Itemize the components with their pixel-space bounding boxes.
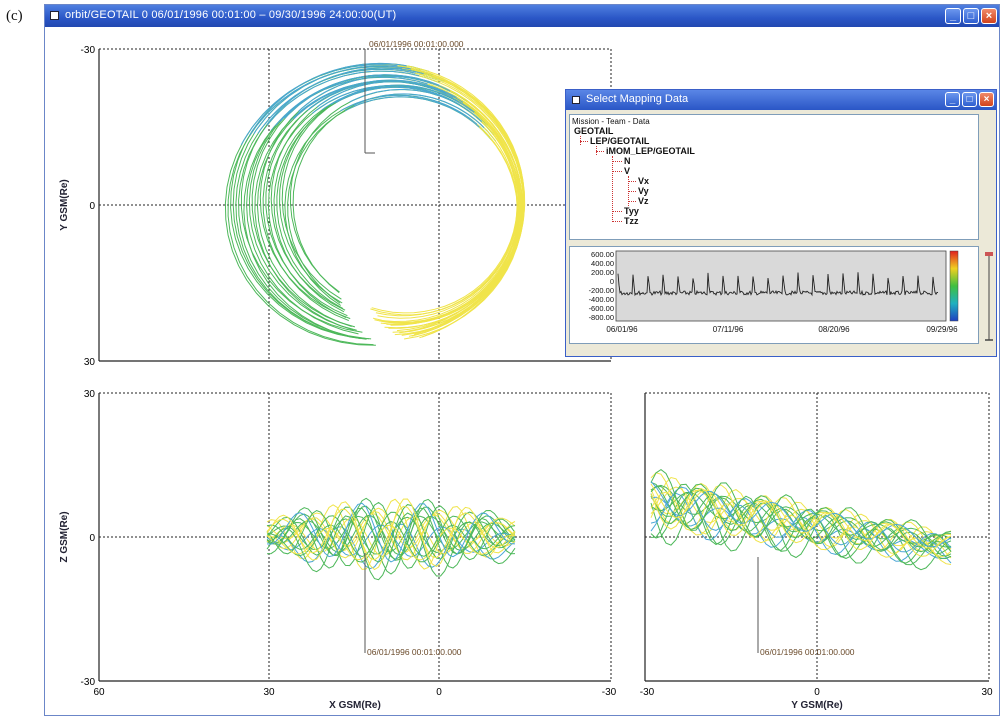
slider-handle-top[interactable] (985, 252, 993, 256)
yz-xlabel: Y GSM(Re) (791, 700, 843, 711)
tree-connector (612, 161, 622, 162)
dialog-minimize-button[interactable]: _ (945, 92, 960, 107)
dialog-title-bar[interactable]: Select Mapping Data _ □ × (566, 90, 996, 110)
yz-annotation: 06/01/1996 00:01:00.000 (760, 647, 855, 657)
yz-xtick: 30 (981, 687, 993, 698)
orbit-trace (373, 116, 518, 322)
tree-item-tzz[interactable]: Tzz (624, 216, 639, 226)
xz-orbit-traces (267, 498, 515, 579)
mini-ytick: 0 (610, 277, 614, 286)
xz-ytick: 30 (84, 389, 96, 400)
orbit-trace (395, 86, 522, 335)
tree-connector (612, 156, 613, 222)
orbit-trace (391, 83, 521, 325)
xz-xtick: 60 (93, 687, 105, 698)
tree-connector (580, 141, 588, 142)
xz-xtick: -30 (602, 687, 617, 698)
tree-connector (628, 201, 636, 202)
mini-plot-area (616, 251, 946, 321)
orbit-trace (271, 82, 478, 310)
tree-item-vx[interactable]: Vx (638, 176, 649, 186)
yz-xtick: -30 (640, 687, 655, 698)
xy-annotation: 06/01/1996 00:01:00.000 (369, 39, 464, 49)
xy-ylabel: Y GSM(Re) (59, 179, 70, 231)
mini-ytick: -600.00 (589, 304, 614, 313)
orbit-trace (280, 85, 486, 303)
dialog-maximize-button[interactable]: □ (962, 92, 977, 107)
mini-xtick: 08/20/96 (818, 325, 850, 334)
tree-item-v[interactable]: V (624, 166, 630, 176)
tree-node-dataset[interactable]: iMOM_LEP/GEOTAIL (606, 146, 695, 156)
yz-xtick: 0 (814, 687, 820, 698)
yz-orbit-traces (651, 470, 951, 570)
tree-connector (628, 181, 636, 182)
xz-ylabel: Z GSM(Re) (59, 511, 70, 562)
orbit-trace (285, 95, 490, 305)
tree-connector (612, 211, 622, 212)
orbit-trace (269, 86, 476, 318)
orbit-trace (398, 72, 524, 336)
mini-ytick: 200.00 (591, 268, 614, 277)
mini-ytick: -200.00 (589, 286, 614, 295)
orbit-trace (255, 81, 461, 330)
mini-ytick: 400.00 (591, 259, 614, 268)
xy-ytick: 30 (84, 357, 96, 368)
tree-connector (596, 151, 604, 152)
mini-ytick: -800.00 (589, 313, 614, 322)
tree-node-team[interactable]: LEP/GEOTAIL (590, 136, 649, 146)
orbit-trace (260, 76, 467, 318)
mini-ytick: 600.00 (591, 250, 614, 259)
mini-xtick: 09/29/96 (926, 325, 958, 334)
xz-plot[interactable]: 30 0 -30 60 30 0 -30 X GSM(Re) Z GSM(Re)… (59, 389, 617, 711)
xz-xtick: 30 (263, 687, 275, 698)
orbit-trace (384, 64, 525, 334)
orbit-trace (402, 78, 523, 336)
yz-plot[interactable]: -30 0 30 Y GSM(Re) 06/01/1996 00:01:00.0… (640, 393, 993, 711)
orbit-trace (393, 70, 524, 336)
xz-annotation: 06/01/1996 00:01:00.000 (367, 647, 462, 657)
tree-connector (628, 191, 636, 192)
dialog-icon (572, 96, 580, 104)
orbit-trace (402, 69, 523, 331)
tree-header: Mission - Team - Data (572, 117, 650, 126)
orbit-trace (393, 87, 522, 333)
orbit-trace (374, 65, 525, 337)
orbit-trace (252, 75, 458, 327)
tree-node-mission[interactable]: GEOTAIL (574, 126, 613, 136)
orbit-trace (651, 478, 951, 559)
xz-xlabel: X GSM(Re) (329, 700, 381, 711)
mini-timeseries-chart: 600.00 400.00 200.00 0 -200.00 -400.00 -… (570, 247, 978, 343)
mini-xtick: 06/01/96 (606, 325, 638, 334)
tree-item-vz[interactable]: Vz (638, 196, 649, 206)
tree-item-tyy[interactable]: Tyy (624, 206, 639, 216)
mini-ytick: -400.00 (589, 295, 614, 304)
xy-ytick: -30 (81, 45, 96, 56)
dialog-close-button[interactable]: × (979, 92, 994, 107)
xy-orbit-traces (225, 63, 524, 345)
mini-colorbar (950, 251, 958, 321)
dialog-title: Select Mapping Data (586, 93, 688, 105)
tree-item-vy[interactable]: Vy (638, 186, 649, 196)
mini-xtick: 07/11/96 (713, 325, 744, 334)
figure-caption: (c) (6, 8, 23, 25)
orbit-trace (293, 94, 496, 293)
xy-ytick: 0 (89, 201, 95, 212)
orbit-window: orbit/GEOTAIL 0 06/01/1996 00:01:00 – 09… (44, 4, 1000, 716)
tree-connector (612, 171, 622, 172)
orbit-trace (291, 90, 494, 293)
orbit-trace (388, 66, 524, 334)
xy-plot[interactable]: -30 0 30 Y GSM(Re) 06/01/1996 00:01:00.0… (59, 39, 611, 368)
range-slider[interactable] (984, 250, 994, 342)
data-tree[interactable]: Mission - Team - Data GEOTAIL LEP/GEOTAI… (569, 114, 979, 240)
xz-ytick: 0 (89, 533, 95, 544)
tree-connector (612, 221, 622, 222)
xz-xtick: 0 (436, 687, 442, 698)
mini-timeseries-panel: 600.00 400.00 200.00 0 -200.00 -400.00 -… (569, 246, 979, 344)
orbit-trace (374, 113, 518, 323)
select-mapping-data-dialog: Select Mapping Data _ □ × Mission - Team… (565, 89, 997, 357)
tree-item-n[interactable]: N (624, 156, 631, 166)
